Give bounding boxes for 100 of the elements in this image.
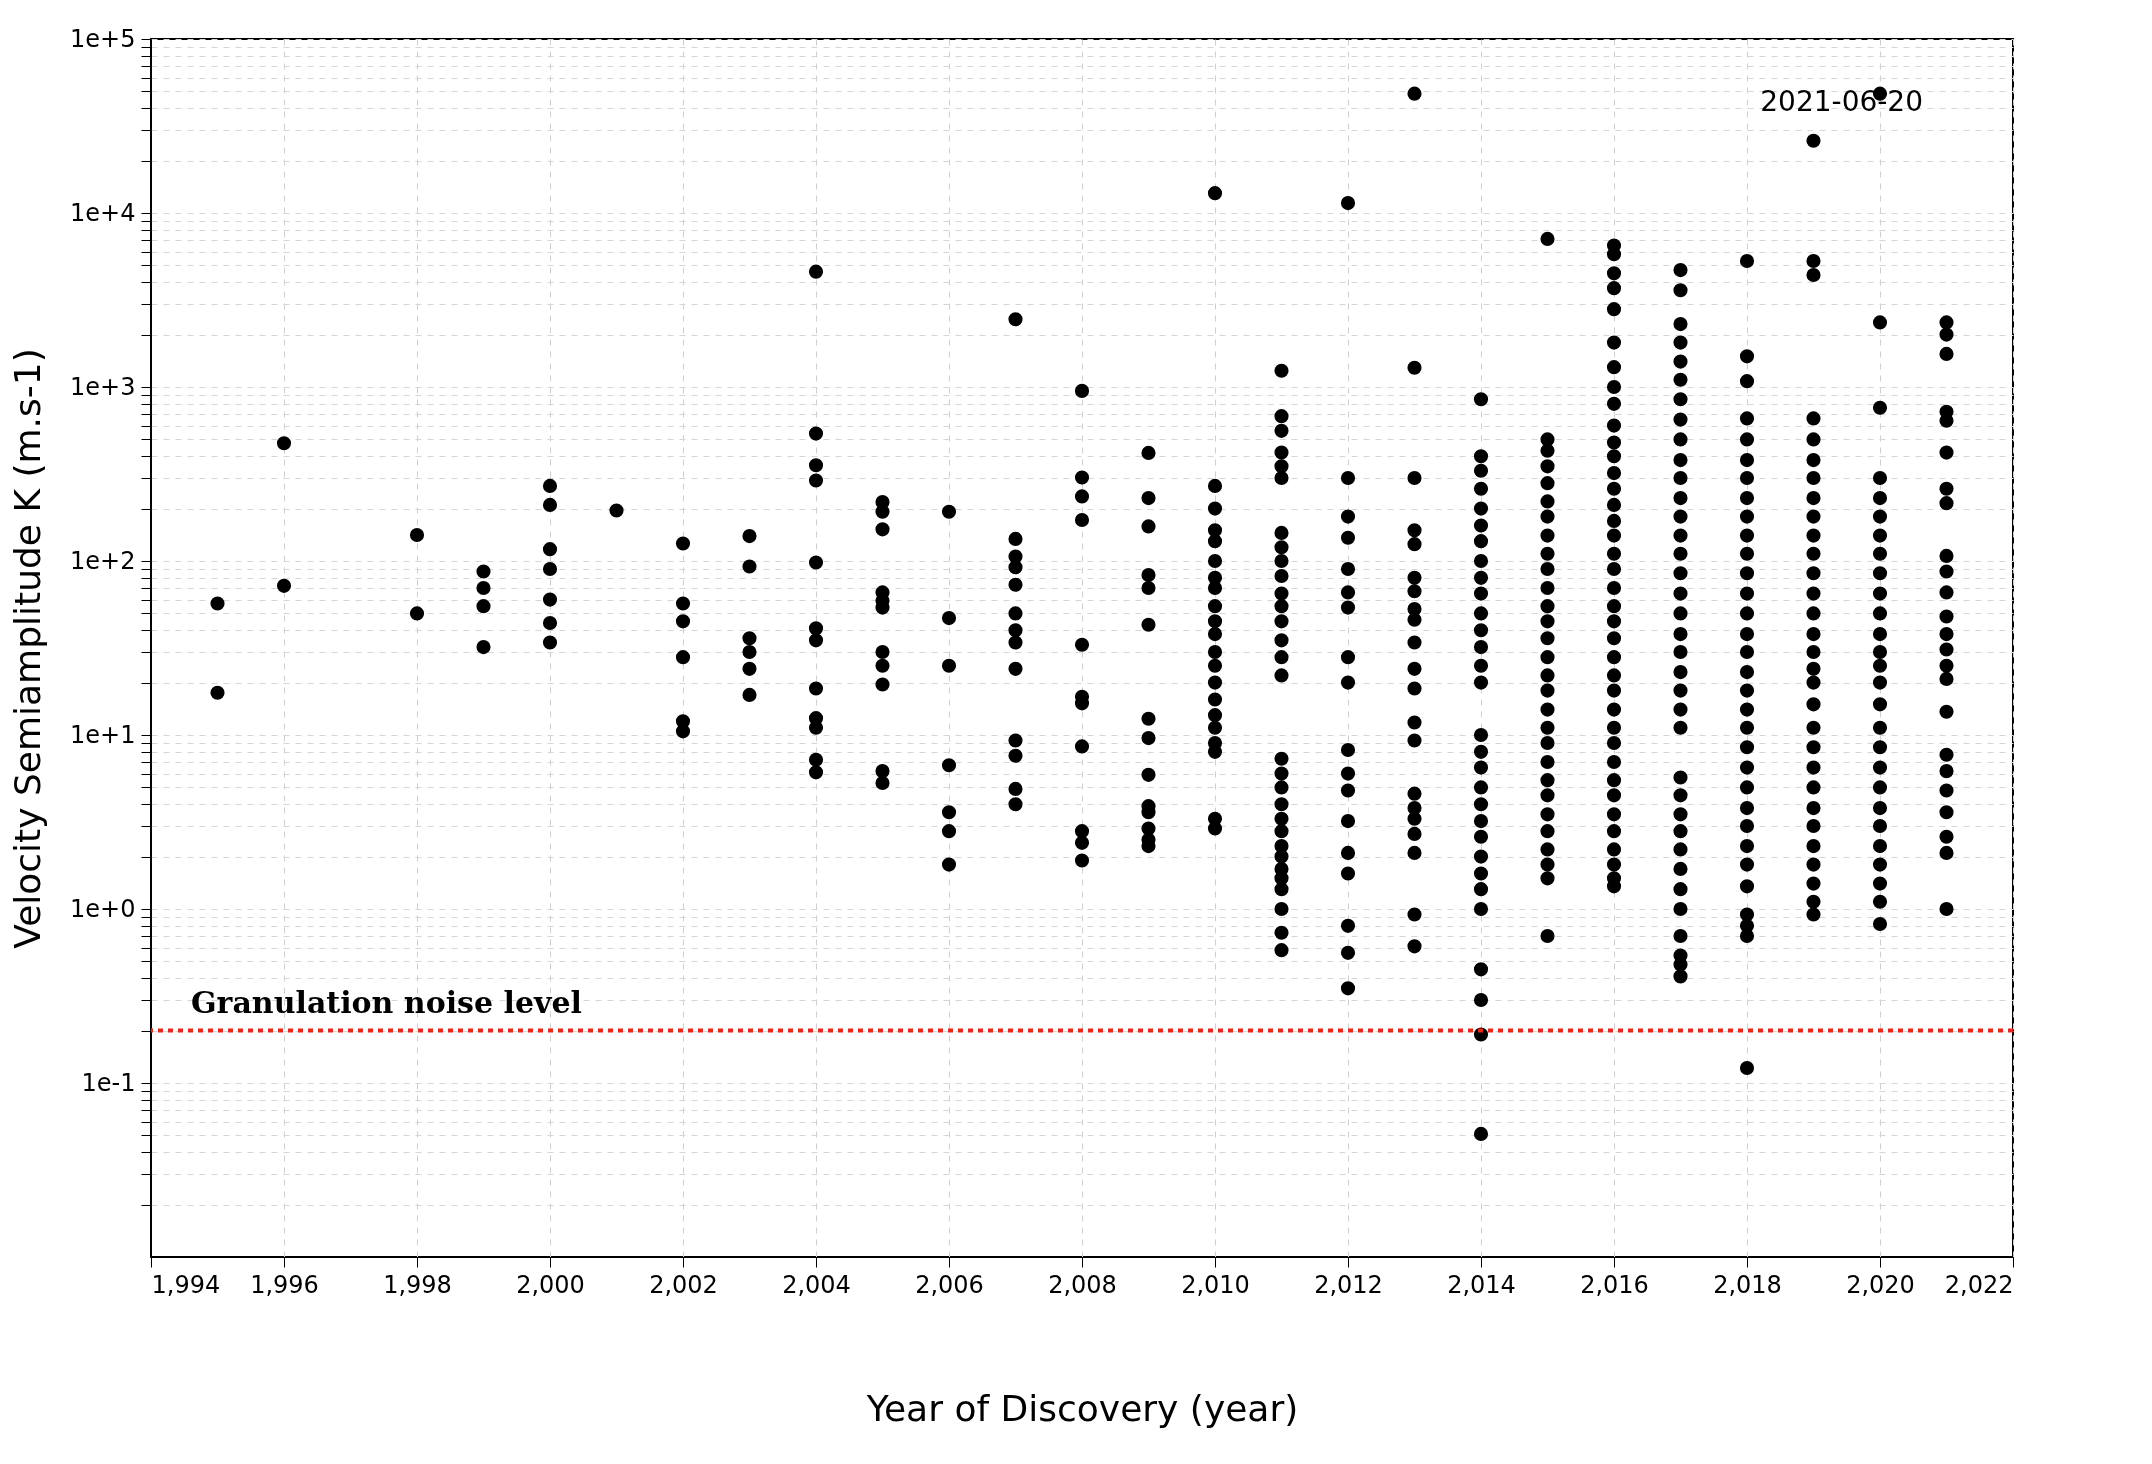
point: [1008, 781, 1023, 796]
point: [1872, 315, 1888, 330]
point: [1540, 871, 1555, 886]
point: [1806, 627, 1821, 642]
point: [1473, 962, 1489, 977]
point: [1673, 317, 1688, 332]
point: [1806, 566, 1821, 581]
point: [1806, 133, 1821, 148]
point: [1606, 857, 1622, 872]
point: [1274, 925, 1289, 940]
point: [1939, 315, 1954, 330]
point: [1872, 400, 1888, 415]
point: [1207, 692, 1223, 707]
point: [1673, 702, 1688, 717]
point: [1274, 811, 1289, 826]
point: [1606, 668, 1622, 683]
point: [1739, 432, 1755, 447]
point: [1473, 570, 1489, 585]
point: [1274, 553, 1289, 569]
point: [1739, 374, 1755, 389]
point: [1606, 466, 1622, 481]
point: [1673, 901, 1688, 917]
point: [1806, 839, 1821, 854]
point: [1207, 658, 1223, 673]
point: [1939, 764, 1954, 779]
point: [1806, 818, 1821, 834]
x-tick-label: 2,022: [1944, 1270, 2014, 1299]
point: [1872, 760, 1888, 775]
point: [1872, 528, 1888, 543]
point: [476, 564, 491, 579]
point: [1739, 586, 1755, 601]
point: [1473, 392, 1489, 407]
point: [875, 504, 890, 519]
point: [1473, 658, 1489, 673]
point: [1806, 267, 1821, 283]
point: [1473, 744, 1489, 759]
point: [1540, 631, 1555, 646]
point: [1207, 614, 1223, 629]
point: [1008, 577, 1023, 592]
point: [409, 606, 425, 621]
point: [1274, 824, 1289, 839]
point: [1939, 704, 1954, 719]
point: [1274, 901, 1289, 917]
point: [1274, 751, 1289, 766]
point: [1340, 918, 1356, 933]
point: [1872, 876, 1888, 891]
point: [1141, 568, 1156, 583]
point: [1074, 739, 1090, 754]
point: [1673, 586, 1688, 601]
point: [1606, 513, 1622, 528]
point: [1008, 623, 1023, 638]
point: [1141, 491, 1156, 506]
point: [1872, 857, 1888, 872]
point: [1739, 720, 1755, 735]
point: [808, 752, 824, 767]
point: [1806, 857, 1821, 872]
point: [1274, 766, 1289, 781]
point: [1606, 497, 1622, 512]
point: [875, 644, 890, 660]
point: [1673, 842, 1688, 857]
point: [1606, 735, 1622, 751]
point: [1872, 780, 1888, 795]
point: [1540, 702, 1555, 717]
y-tick-label: 1e+2: [70, 546, 136, 575]
point: [1739, 801, 1755, 816]
point: [742, 631, 757, 646]
point: [1606, 247, 1622, 262]
point: [1473, 534, 1489, 549]
point: [1340, 766, 1356, 781]
point: [1606, 807, 1622, 822]
point: [1606, 599, 1622, 614]
point: [1673, 807, 1688, 822]
point: [1540, 580, 1555, 596]
point: [1407, 826, 1422, 841]
x-tick-label: 2,014: [1447, 1270, 1516, 1299]
point: [1473, 797, 1489, 812]
point: [409, 527, 425, 543]
point: [1939, 642, 1954, 657]
point: [1606, 281, 1622, 296]
point: [1806, 907, 1821, 922]
point: [1739, 1060, 1755, 1076]
point: [1872, 916, 1888, 932]
point: [1407, 845, 1422, 860]
point: [210, 596, 225, 611]
point: [1739, 627, 1755, 642]
point: [1872, 470, 1888, 486]
point: [1008, 606, 1023, 621]
point: [1074, 383, 1090, 398]
point: [1606, 614, 1622, 629]
point: [1739, 491, 1755, 506]
point: [1340, 945, 1356, 960]
point: [1407, 715, 1422, 730]
point: [1606, 683, 1622, 698]
point: [1540, 788, 1555, 803]
point: [1739, 683, 1755, 698]
point: [1141, 519, 1156, 534]
point: [1872, 509, 1888, 524]
point: [1872, 606, 1888, 621]
point: [1939, 658, 1954, 673]
point: [1806, 876, 1821, 891]
